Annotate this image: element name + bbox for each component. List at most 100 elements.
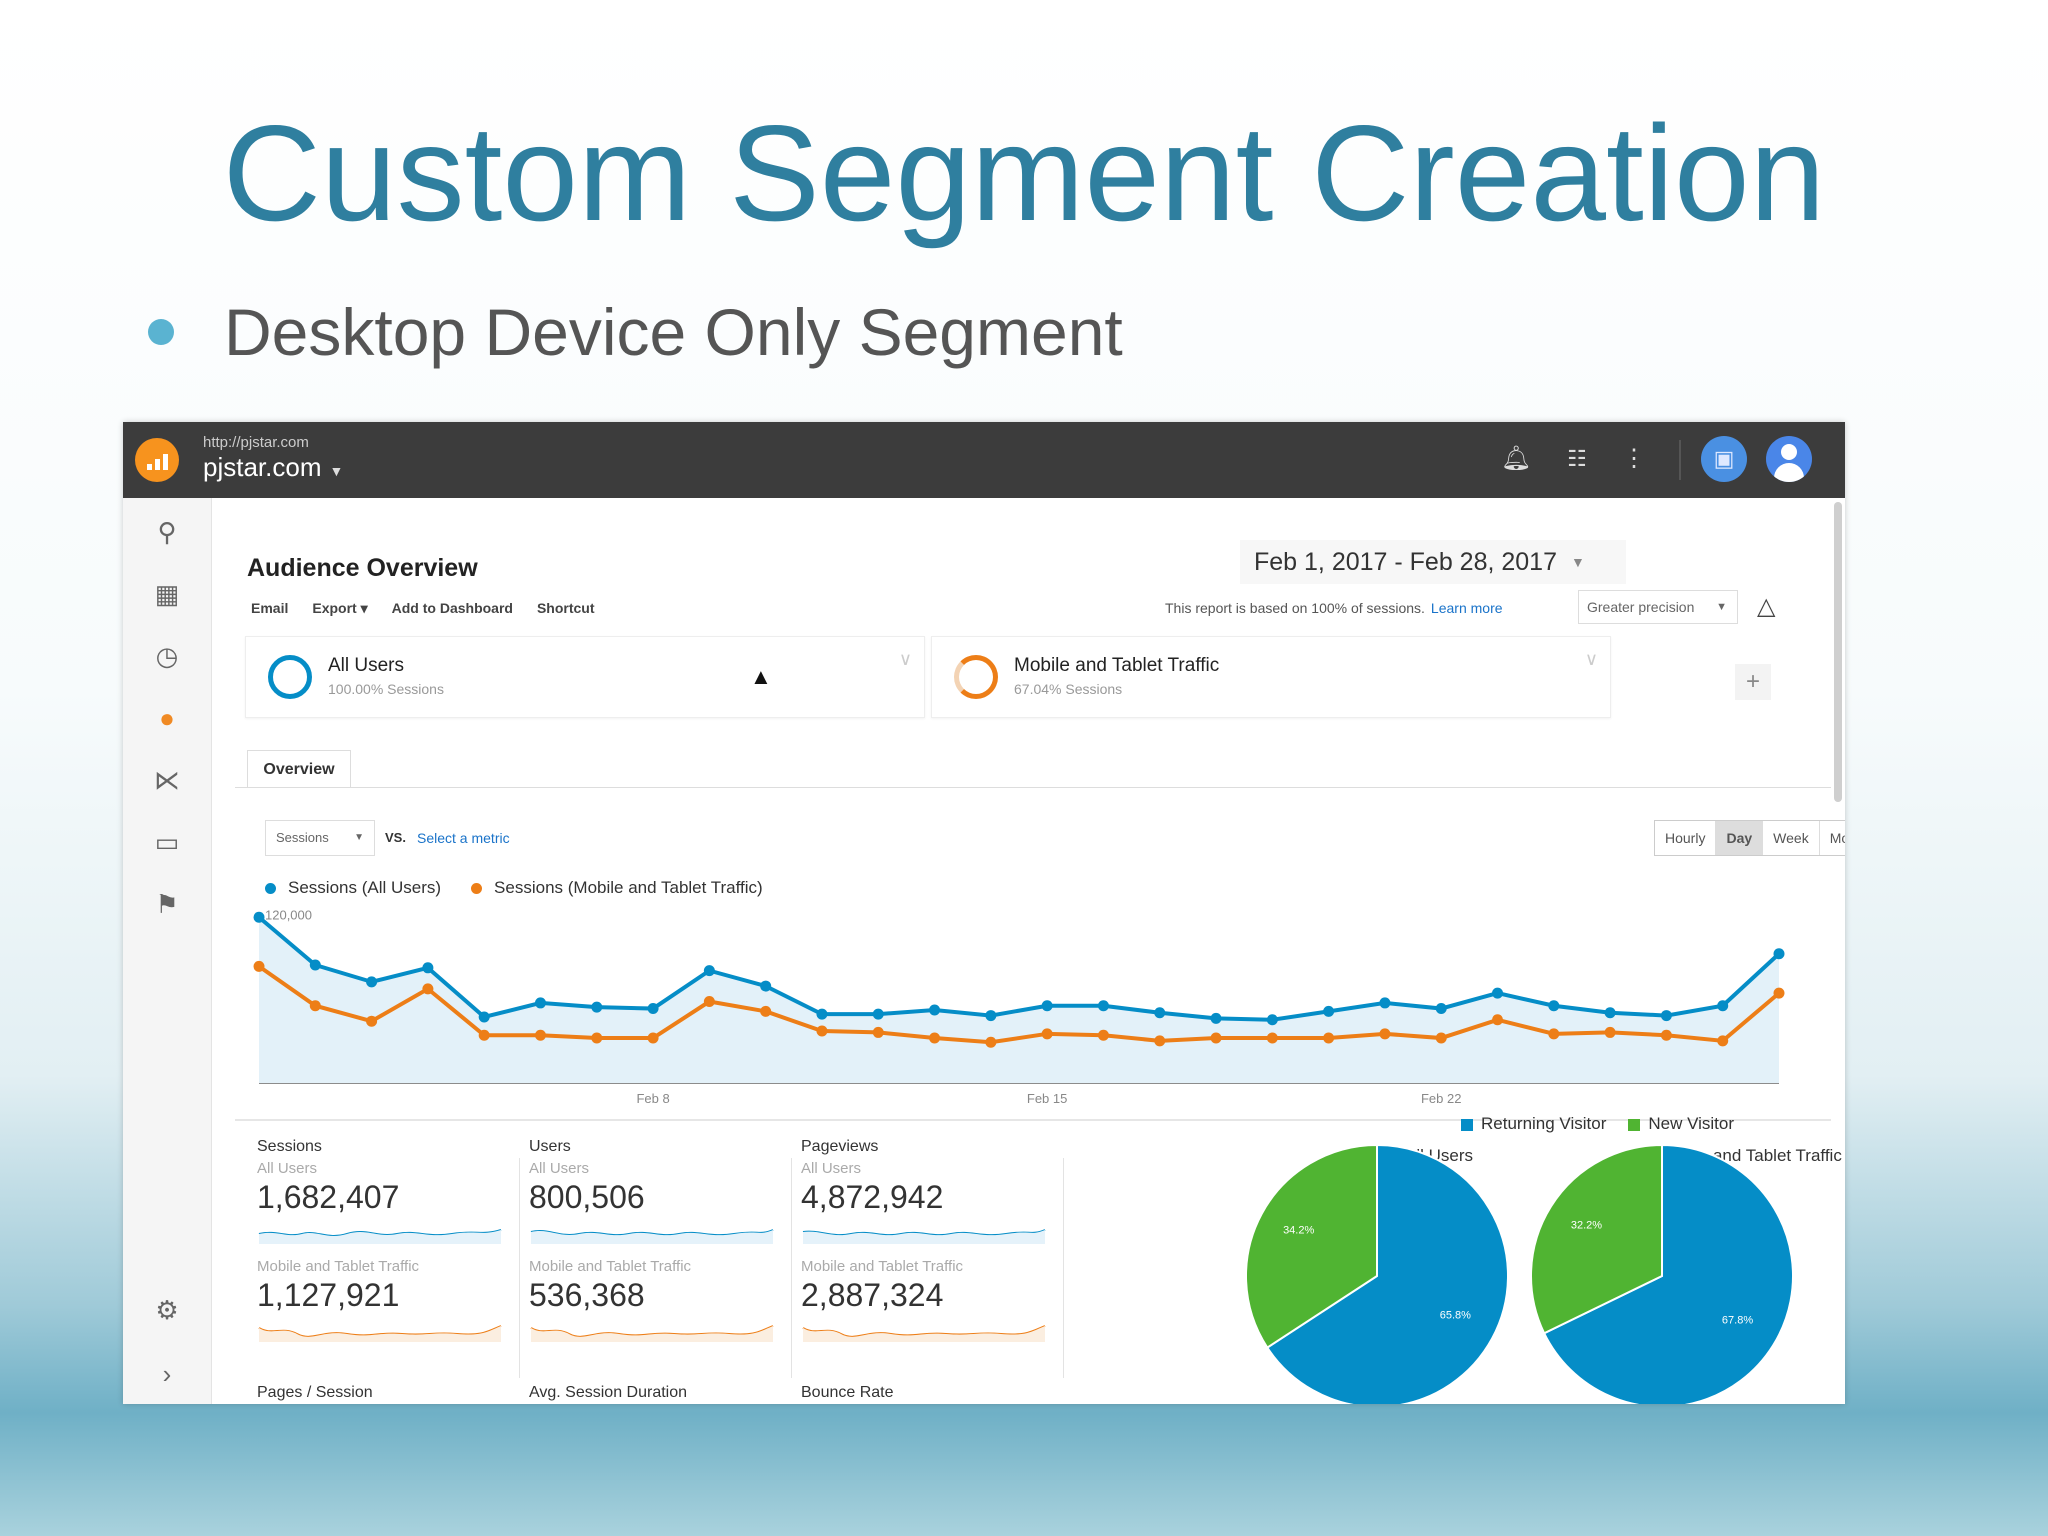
data-point[interactable] <box>647 1032 659 1044</box>
granularity-month[interactable]: Month <box>1829 830 1845 846</box>
data-point[interactable] <box>366 1015 378 1027</box>
data-point[interactable] <box>253 960 265 972</box>
data-point[interactable] <box>1097 1029 1109 1041</box>
data-point[interactable] <box>1323 1032 1335 1044</box>
data-point[interactable] <box>1435 1032 1447 1044</box>
data-point[interactable] <box>929 1004 941 1016</box>
pie-slice[interactable] <box>1265 1143 1509 1404</box>
data-point[interactable] <box>1660 1010 1672 1022</box>
data-point[interactable] <box>816 1008 828 1020</box>
data-point[interactable] <box>1154 1035 1166 1047</box>
data-point[interactable] <box>1154 1007 1166 1019</box>
date-range-picker[interactable]: Feb 1, 2017 - Feb 28, 2017 ▼ <box>1240 540 1626 584</box>
legend-item-all-users[interactable]: Sessions (All Users) <box>265 878 441 898</box>
chevron-down-icon[interactable]: ∨ <box>1584 649 1598 669</box>
granularity-day[interactable]: Day <box>1716 821 1764 855</box>
data-point[interactable] <box>1266 1014 1278 1026</box>
granularity-week[interactable]: Week <box>1763 821 1820 855</box>
scrollbar[interactable] <box>1834 502 1842 802</box>
data-point[interactable] <box>422 983 434 995</box>
data-point[interactable] <box>1492 1014 1504 1026</box>
behavior-icon[interactable]: ▭ <box>154 827 180 857</box>
expand-icon[interactable]: › <box>162 1359 172 1389</box>
data-point[interactable] <box>309 959 321 971</box>
data-point[interactable] <box>1266 1032 1278 1044</box>
metric-avg-session-duration[interactable]: Avg. Session Duration <box>529 1384 688 1401</box>
legend-item-new[interactable]: New Visitor <box>1628 1114 1734 1134</box>
academy-cap-icon[interactable]: △ <box>1757 593 1776 620</box>
data-point[interactable] <box>1323 1005 1335 1017</box>
metric-select[interactable]: Sessions ▼ <box>265 820 375 856</box>
data-point[interactable] <box>703 965 715 977</box>
acquisition-icon[interactable]: ⋉ <box>154 765 180 795</box>
data-point[interactable] <box>534 997 546 1009</box>
metric-sessions[interactable]: Sessions All Users 1,682,407 Mobile and … <box>257 1138 507 1342</box>
data-point[interactable] <box>760 980 772 992</box>
select-metric-link[interactable]: Select a metric <box>417 830 510 846</box>
analytics-logo-icon[interactable] <box>135 438 179 482</box>
learn-more-link[interactable]: Learn more <box>1430 600 1503 616</box>
data-point[interactable] <box>872 1008 884 1020</box>
metric-bounce-rate[interactable]: Bounce Rate <box>801 1384 894 1401</box>
metric-pages-per-session[interactable]: Pages / Session <box>257 1384 373 1401</box>
add-to-dashboard-button[interactable]: Add to Dashboard <box>391 600 513 616</box>
pie-slice[interactable] <box>1542 1143 1794 1404</box>
chevron-down-icon[interactable]: ∨ <box>898 649 912 669</box>
data-point[interactable] <box>1773 948 1785 960</box>
property-selector[interactable]: pjstar.com ▼ <box>203 452 343 483</box>
segment-card-all-users[interactable]: All Users 100.00% Sessions ∨ <box>245 636 925 718</box>
apps-grid-icon[interactable]: ☷ <box>1567 446 1587 471</box>
data-point[interactable] <box>647 1003 659 1015</box>
data-point[interactable] <box>1379 997 1391 1009</box>
data-point[interactable] <box>1041 1000 1053 1012</box>
add-segment-button[interactable]: + <box>1735 664 1771 700</box>
data-point[interactable] <box>703 996 715 1008</box>
gear-icon[interactable]: ⚙ <box>155 1295 179 1325</box>
data-point[interactable] <box>985 1010 997 1022</box>
tab-overview[interactable]: Overview <box>247 750 351 788</box>
data-point[interactable] <box>1604 1026 1616 1038</box>
data-point[interactable] <box>534 1029 546 1041</box>
export-button[interactable]: Export ▾ <box>312 600 368 616</box>
data-point[interactable] <box>1041 1028 1053 1040</box>
data-point[interactable] <box>591 1032 603 1044</box>
email-button[interactable]: Email <box>251 600 289 616</box>
precision-select[interactable]: Greater precision ▼ <box>1578 590 1738 624</box>
data-point[interactable] <box>309 1000 321 1012</box>
metric-pageviews[interactable]: Pageviews All Users 4,872,942 Mobile and… <box>801 1138 1051 1342</box>
data-point[interactable] <box>1717 1000 1729 1012</box>
dashboard-icon[interactable]: ▦ <box>154 579 180 609</box>
legend-item-mobile[interactable]: Sessions (Mobile and Tablet Traffic) <box>471 878 763 898</box>
bell-icon[interactable]: 🔔︎ <box>1500 445 1532 472</box>
data-point[interactable] <box>1379 1028 1391 1040</box>
person-icon[interactable]: ● <box>159 703 175 733</box>
more-vert-icon[interactable]: ⋮ <box>1622 445 1646 472</box>
data-point[interactable] <box>366 976 378 988</box>
data-point[interactable] <box>1717 1035 1729 1047</box>
flag-icon[interactable]: ⚑ <box>155 889 179 919</box>
data-point[interactable] <box>1492 987 1504 999</box>
data-point[interactable] <box>816 1025 828 1037</box>
data-point[interactable] <box>1773 987 1785 999</box>
shortcut-button[interactable]: Shortcut <box>536 600 595 616</box>
metric-users[interactable]: Users All Users 800,506 Mobile and Table… <box>529 1138 779 1342</box>
data-point[interactable] <box>1210 1012 1222 1024</box>
data-point[interactable] <box>1660 1029 1672 1041</box>
data-point[interactable] <box>591 1001 603 1013</box>
data-point[interactable] <box>929 1032 941 1044</box>
segment-card-mobile-tablet[interactable]: Mobile and Tablet Traffic 67.04% Session… <box>931 636 1611 718</box>
data-point[interactable] <box>985 1036 997 1048</box>
data-point[interactable] <box>1435 1003 1447 1015</box>
search-icon[interactable]: ⚲ <box>157 517 177 547</box>
data-point[interactable] <box>760 1005 772 1017</box>
data-point[interactable] <box>1210 1032 1222 1044</box>
data-point[interactable] <box>478 1011 490 1023</box>
pie-slice[interactable] <box>1244 1143 1378 1349</box>
data-point[interactable] <box>1548 1000 1560 1012</box>
user-avatar-icon[interactable] <box>1766 436 1812 482</box>
data-point[interactable] <box>1548 1028 1560 1040</box>
data-point[interactable] <box>872 1026 884 1038</box>
data-point[interactable] <box>253 911 265 923</box>
data-point[interactable] <box>1097 1000 1109 1012</box>
